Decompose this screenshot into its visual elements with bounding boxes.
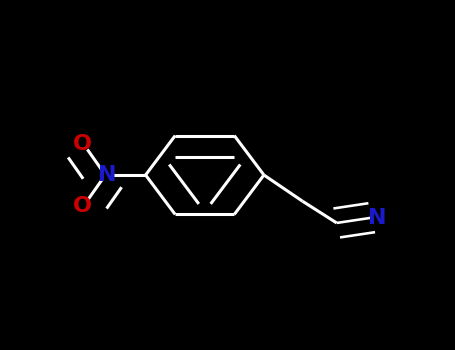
Text: N: N <box>369 208 387 228</box>
Text: O: O <box>72 196 91 217</box>
Text: N: N <box>98 165 116 185</box>
Text: O: O <box>72 133 91 154</box>
